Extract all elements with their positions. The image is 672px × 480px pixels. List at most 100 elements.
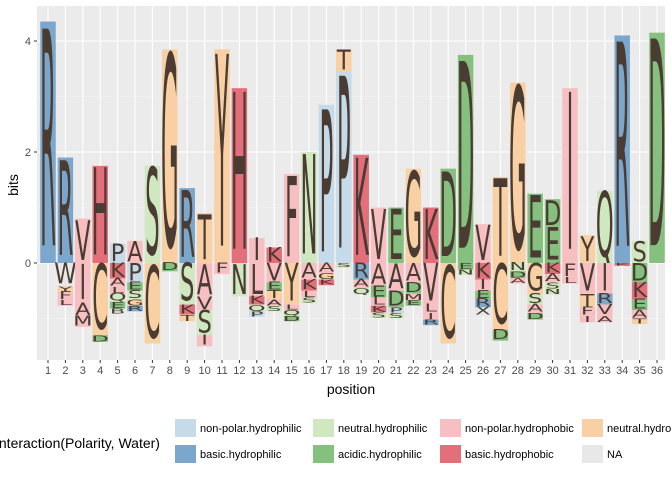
logo-letter: V: [197, 293, 213, 313]
logo-letter: A: [371, 258, 386, 290]
logo-letter: G: [161, 3, 178, 309]
x-tick-label: 29: [529, 365, 541, 377]
logo-letter: A: [406, 259, 422, 287]
letter-background: [475, 263, 491, 280]
logo-letter: A: [266, 298, 282, 308]
logo-letter: G: [318, 271, 335, 281]
logo-letter: Y: [215, 3, 229, 309]
logo-letter: I: [601, 256, 608, 300]
letter-background: [492, 263, 509, 330]
legend-label: acidic.hydrophilic: [338, 449, 422, 461]
letter-background: [127, 290, 143, 300]
legend-key: [313, 419, 334, 437]
logo-letter: L: [251, 255, 264, 303]
letter-background: [179, 263, 195, 305]
logo-letter: S: [371, 311, 385, 319]
logo-letter: K: [110, 260, 126, 282]
logo-letter: I: [567, 50, 574, 300]
letter-background: [353, 263, 369, 280]
logo-letter: V: [423, 254, 438, 314]
x-tick-label: 35: [633, 365, 645, 377]
logo-letter: V: [266, 259, 282, 287]
logo-letter: G: [126, 298, 143, 308]
letter-background: [127, 305, 143, 312]
letter-background: [318, 263, 335, 273]
letter-background: [162, 263, 178, 272]
letter-background: [266, 290, 282, 300]
legend-title: Interaction(Polarity, Water): [0, 435, 160, 451]
letter-background: [109, 286, 126, 294]
letter-background: [388, 307, 404, 313]
letter-background: [301, 290, 317, 298]
logo-letter: P: [320, 70, 334, 298]
letter-background: [544, 282, 561, 290]
letter-background: [57, 263, 74, 287]
letter-background: [562, 88, 578, 263]
x-tick-label: 21: [390, 365, 402, 377]
letter-background: [510, 271, 526, 278]
letter-background: [492, 176, 509, 263]
logo-letter: S: [128, 289, 142, 301]
logo-letter: P: [389, 306, 403, 314]
letter-background: [92, 263, 108, 336]
logo-letter: A: [545, 272, 560, 284]
letter-background: [649, 32, 665, 263]
letter-background: [266, 299, 282, 306]
letter-background: [336, 263, 352, 268]
logo-letter: I: [427, 311, 434, 321]
letter-background: [249, 238, 265, 263]
x-tick-label: 9: [184, 365, 190, 377]
letter-background: [457, 54, 474, 263]
letter-background: [440, 168, 456, 263]
logo-letter: M: [73, 314, 92, 329]
letter-background: [301, 263, 317, 280]
logo-letter: A: [110, 277, 125, 289]
letter-background: [405, 263, 422, 283]
letter-background: [423, 263, 439, 305]
logo-letter: S: [145, 145, 159, 284]
logo-column: PT S: [336, 31, 352, 304]
legend-key: [175, 445, 196, 463]
logo-letter: T: [579, 290, 595, 310]
logo-letter: S: [528, 291, 542, 306]
letter-background: [249, 296, 265, 305]
logo-letter: R: [40, 0, 56, 316]
logo-letter: R: [179, 172, 195, 279]
logo-letter: F: [564, 260, 577, 280]
letter-background: [318, 104, 335, 263]
logo-letter: Y: [580, 229, 595, 269]
letter-background: [109, 263, 126, 279]
logo-letter: X: [475, 306, 490, 318]
logo-letter: E: [267, 281, 281, 293]
letter-background: [579, 235, 596, 263]
logo-letter: R: [597, 291, 613, 306]
logo-letter: D: [161, 261, 178, 273]
logo-letter: E: [406, 299, 420, 307]
x-tick-label: 14: [268, 365, 280, 377]
logo-letter: S: [197, 305, 211, 340]
letter-background: [527, 304, 543, 313]
legend-label: basic.hydrophobic: [465, 449, 554, 461]
letter-background: [318, 272, 335, 280]
letter-background: [597, 190, 613, 263]
letter-background: [388, 207, 404, 263]
logo-letter: Q: [248, 303, 266, 313]
logo-letter: K: [615, 262, 630, 266]
x-tick-label: 27: [494, 365, 506, 377]
logo-letter: E: [389, 196, 403, 275]
letter-background: [475, 279, 491, 291]
letter-background: [370, 297, 387, 306]
logo-column: IFL: [562, 50, 578, 301]
letter-background: [353, 287, 369, 295]
letter-background: [109, 301, 126, 309]
letter-background: [631, 263, 648, 283]
